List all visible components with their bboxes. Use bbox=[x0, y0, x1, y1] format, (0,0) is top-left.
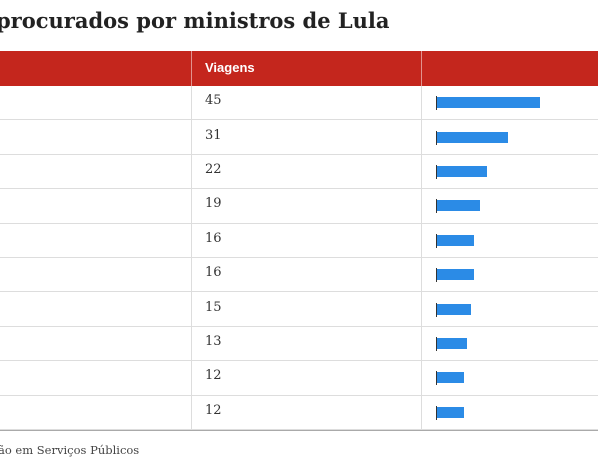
bar bbox=[437, 303, 472, 315]
table-row: 15 bbox=[0, 292, 598, 327]
column-separator bbox=[421, 292, 422, 326]
bar bbox=[437, 269, 474, 281]
column-separator bbox=[421, 361, 422, 395]
column-separator bbox=[191, 51, 192, 86]
bar-baseline bbox=[436, 302, 437, 317]
column-separator bbox=[191, 395, 192, 429]
column-separator bbox=[191, 86, 192, 120]
value-cell: 12 bbox=[205, 402, 222, 418]
bar bbox=[437, 337, 467, 349]
column-separator bbox=[191, 120, 192, 154]
column-separator bbox=[421, 326, 422, 361]
table-row: 12 bbox=[0, 395, 598, 430]
bar-baseline bbox=[436, 405, 437, 420]
value-cell: 16 bbox=[205, 230, 222, 246]
table-header: Viagens bbox=[0, 51, 598, 86]
column-separator bbox=[421, 154, 422, 189]
table-row: 31 bbox=[0, 120, 598, 155]
value-cell: 45 bbox=[205, 93, 222, 109]
bar bbox=[437, 165, 488, 177]
table-row: 22 bbox=[0, 154, 598, 190]
column-separator bbox=[421, 86, 422, 120]
column-separator bbox=[191, 154, 192, 189]
bar-baseline bbox=[436, 268, 437, 283]
column-separator bbox=[191, 361, 192, 395]
column-separator bbox=[191, 223, 192, 257]
column-separator bbox=[191, 326, 192, 361]
table-row: 45 bbox=[0, 86, 598, 121]
table-row: 19 bbox=[0, 189, 598, 224]
value-cell: 22 bbox=[205, 161, 222, 177]
column-separator bbox=[421, 258, 422, 292]
value-cell: 15 bbox=[205, 299, 222, 315]
bar bbox=[437, 97, 540, 109]
bar-baseline bbox=[436, 199, 437, 214]
value-cell: 19 bbox=[205, 196, 222, 212]
table-row: 16 bbox=[0, 258, 598, 293]
column-separator bbox=[421, 51, 422, 86]
bar-baseline bbox=[436, 233, 437, 248]
table-bottom-border bbox=[0, 430, 598, 431]
value-cell: 31 bbox=[205, 127, 222, 143]
bar bbox=[437, 131, 508, 143]
column-separator bbox=[191, 292, 192, 326]
title: procurados por ministros de Lula bbox=[0, 8, 390, 33]
column-separator bbox=[191, 258, 192, 292]
column-separator bbox=[421, 120, 422, 154]
value-cell: 16 bbox=[205, 265, 222, 281]
bar-baseline bbox=[436, 336, 437, 351]
column-separator bbox=[421, 189, 422, 223]
header-cell: Viagens bbox=[205, 60, 255, 75]
bar-baseline bbox=[436, 371, 437, 386]
table-row: 16 bbox=[0, 223, 598, 258]
bar-baseline bbox=[436, 130, 437, 145]
column-separator bbox=[191, 189, 192, 223]
column-separator bbox=[421, 223, 422, 257]
source-note: ão em Serviços Públicos bbox=[0, 443, 140, 457]
bar-baseline bbox=[436, 96, 437, 111]
bar bbox=[437, 406, 465, 418]
bar bbox=[437, 200, 481, 212]
table-row: 13 bbox=[0, 326, 598, 362]
value-cell: 12 bbox=[205, 368, 222, 384]
value-cell: 13 bbox=[205, 333, 222, 349]
bar-baseline bbox=[436, 164, 437, 179]
table-row: 12 bbox=[0, 361, 598, 396]
bar bbox=[437, 234, 474, 246]
column-separator bbox=[421, 395, 422, 429]
bar bbox=[437, 372, 465, 384]
